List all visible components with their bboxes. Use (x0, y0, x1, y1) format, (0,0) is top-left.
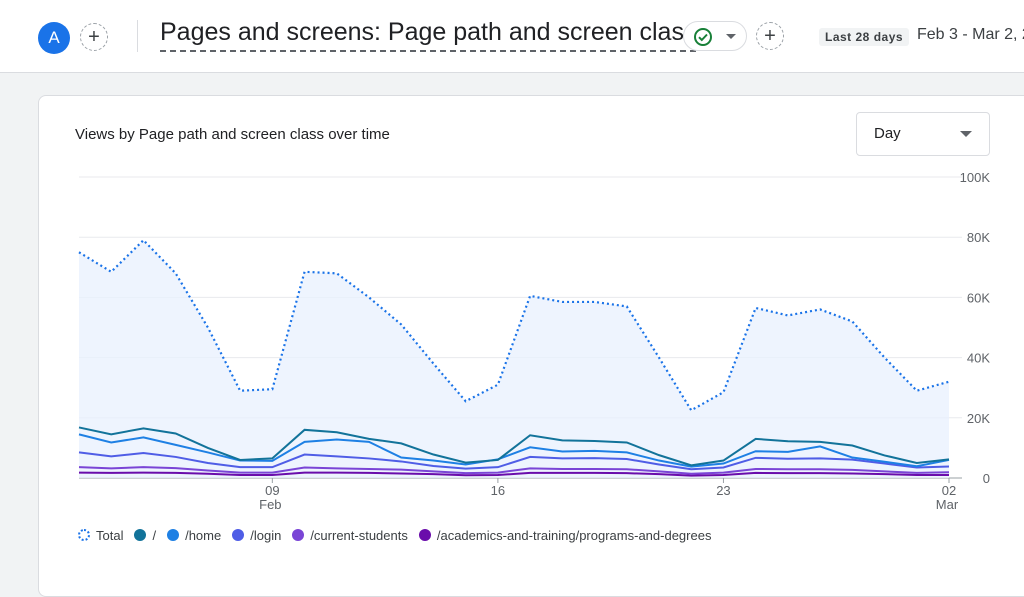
series-total (78, 238, 950, 412)
series-home (78, 433, 950, 468)
x-tick-sublabel: Feb (259, 497, 281, 512)
x-tick-label: 23 (716, 483, 730, 498)
legend-label: /current-students (310, 527, 408, 543)
x-tick-sublabel: Mar (936, 497, 959, 512)
legend-label: /login (250, 527, 282, 543)
y-tick-label: 20K (967, 411, 990, 426)
interval-select-value: Day (874, 125, 901, 142)
legend-item[interactable]: Total (78, 528, 123, 543)
add-comparison-button[interactable]: + (80, 23, 108, 51)
toolbar-divider (137, 20, 138, 52)
legend-item[interactable]: /current-students (292, 528, 408, 543)
legend-swatch (167, 529, 180, 541)
legend-label: /home (185, 527, 222, 543)
series-current-students (78, 466, 950, 475)
y-axis-ticks: 0 20K 40K 60K 80K 100K (960, 170, 991, 486)
chevron-down-icon (960, 131, 972, 137)
legend-item[interactable]: /home (167, 528, 221, 543)
y-tick-label: 100K (960, 170, 991, 185)
date-range-picker[interactable]: Feb 3 - Mar 2, 2 (917, 26, 1024, 43)
add-report-button[interactable]: + (756, 22, 784, 50)
y-tick-label: 40K (967, 351, 990, 366)
chart-legend: Total / /home/login/current-students/acade… (78, 526, 722, 544)
page-title[interactable]: Pages and screens: Page path and screen … (160, 18, 697, 52)
total-area (79, 240, 949, 478)
total-area-fill (79, 240, 949, 478)
top-bar: A + Pages and screens: Page path and scr… (0, 0, 1024, 73)
legend-swatch (78, 529, 90, 541)
legend-item[interactable]: /login (232, 528, 281, 543)
y-tick-label: 0 (983, 471, 990, 486)
date-range-label: Last 28 days (819, 28, 910, 46)
y-tick-label: 80K (967, 230, 990, 245)
chevron-down-icon (726, 34, 736, 39)
chart-title: Views by Page path and screen class over… (75, 126, 390, 143)
legend-swatch (292, 529, 305, 541)
x-tick-label: 02 (942, 483, 956, 498)
legend-label: / (152, 527, 157, 543)
series-academics-programs (78, 471, 949, 477)
series-lines (78, 238, 950, 477)
avatar[interactable]: A (38, 22, 70, 54)
check-circle-icon (694, 28, 712, 46)
legend-item[interactable]: / (134, 528, 156, 543)
x-tick-label: 16 (491, 483, 505, 498)
series-slash (78, 426, 950, 467)
x-tick-label: 09 (265, 483, 279, 498)
legend-label: Total (96, 527, 124, 543)
legend-swatch (134, 529, 147, 541)
plus-icon: + (764, 25, 776, 47)
plus-icon: + (88, 26, 100, 48)
legend-item[interactable]: /academics-and-training/programs-and-deg… (418, 527, 712, 543)
interval-select[interactable]: Day (856, 112, 990, 156)
y-tick-label: 60K (967, 290, 990, 305)
legend-swatch (232, 529, 245, 541)
legend-swatch (418, 529, 431, 541)
series-login (78, 451, 950, 471)
legend-label: /academics-and-training/programs-and-deg… (436, 527, 712, 543)
report-status-dropdown[interactable] (683, 21, 747, 51)
